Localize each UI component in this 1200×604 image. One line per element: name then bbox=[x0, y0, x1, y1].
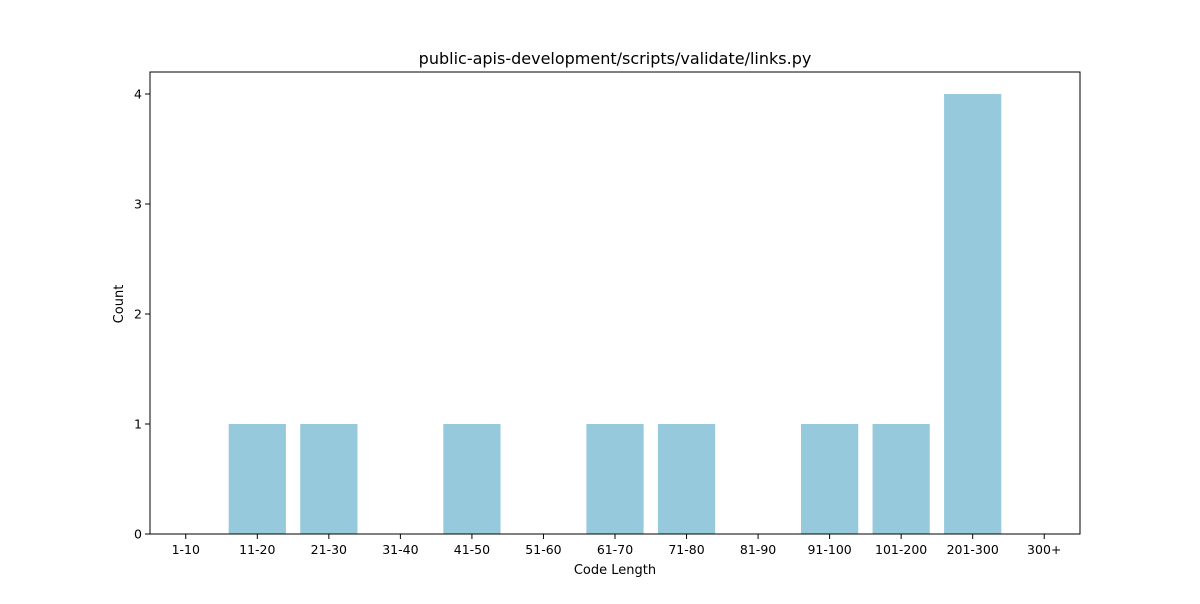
chart-title: public-apis-development/scripts/validate… bbox=[419, 49, 812, 68]
ticks-layer: 1-10 11-20 21-30 31-40 41-50 51-60 61-70 71-80 8… bbox=[134, 87, 1061, 558]
y-tick-label: 3 bbox=[134, 197, 142, 212]
plot-frame bbox=[149, 71, 1081, 535]
x-tick-label: 31-40 bbox=[382, 542, 418, 557]
x-tick-label: 51-60 bbox=[525, 542, 561, 557]
y-tick-label: 1 bbox=[134, 417, 142, 432]
x-tick-label: 61-70 bbox=[597, 542, 633, 557]
y-tick-label: 4 bbox=[134, 87, 142, 102]
x-axis-label: Code Length bbox=[574, 563, 656, 578]
x-tick-label: 41-50 bbox=[454, 542, 490, 557]
x-tick-label: 91-100 bbox=[807, 542, 851, 557]
x-tick-label: 81-90 bbox=[740, 542, 776, 557]
bar-71-80 bbox=[657, 424, 716, 534]
bars-layer bbox=[228, 94, 1002, 534]
y-tick-label: 0 bbox=[134, 527, 142, 542]
x-tick-label: 201-300 bbox=[947, 542, 999, 557]
x-tick-label: 71-80 bbox=[668, 542, 704, 557]
y-tick-label: 2 bbox=[134, 307, 142, 322]
x-tick-label: 21-30 bbox=[311, 542, 347, 557]
x-tick-label: 1-10 bbox=[172, 542, 200, 557]
bar-101-200 bbox=[872, 424, 930, 534]
bar-11-20 bbox=[228, 424, 286, 534]
x-tick-label: 11-20 bbox=[239, 542, 275, 557]
x-tick-label: 300+ bbox=[1027, 542, 1061, 557]
bar-61-70 bbox=[586, 424, 644, 534]
bar-41-50 bbox=[443, 424, 501, 534]
y-axis-label: Count bbox=[112, 285, 127, 324]
bar-91-100 bbox=[801, 424, 859, 534]
bar-201-300 bbox=[944, 94, 1002, 534]
bar-21-30 bbox=[300, 424, 358, 534]
x-tick-label: 101-200 bbox=[875, 542, 927, 557]
